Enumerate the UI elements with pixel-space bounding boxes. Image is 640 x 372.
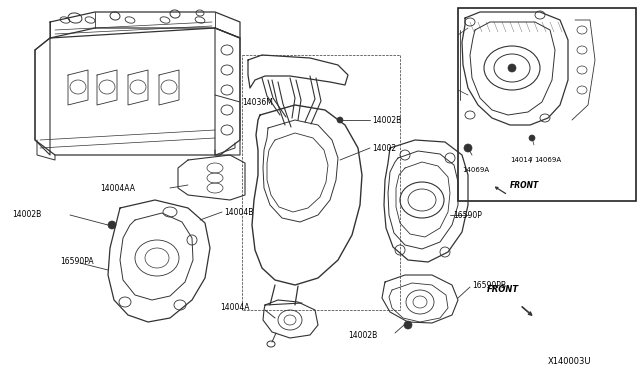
Text: 14002B: 14002B [372,115,401,125]
Text: 14069A: 14069A [534,157,561,163]
Text: FRONT: FRONT [487,285,519,295]
Text: 14014: 14014 [510,157,532,163]
Ellipse shape [404,321,412,329]
Text: 16590P: 16590P [453,211,482,219]
Text: 14002B: 14002B [348,330,377,340]
Text: 14036M: 14036M [242,97,273,106]
Ellipse shape [337,117,343,123]
Ellipse shape [108,221,116,229]
Text: 14004AA: 14004AA [100,183,135,192]
Text: 14004B: 14004B [224,208,253,217]
Text: 14002B: 14002B [12,209,41,218]
Text: 14069A: 14069A [462,167,489,173]
Text: 14002: 14002 [372,144,396,153]
Ellipse shape [464,144,472,152]
Text: 14004A: 14004A [220,304,250,312]
Bar [458,8,636,201]
Text: 16590PA: 16590PA [60,257,93,266]
Text: FRONT: FRONT [510,180,540,189]
Ellipse shape [529,135,535,141]
Text: /: / [530,157,532,163]
Text: X140003U: X140003U [548,357,591,366]
Ellipse shape [508,64,516,72]
Text: 16590PB: 16590PB [472,280,506,289]
